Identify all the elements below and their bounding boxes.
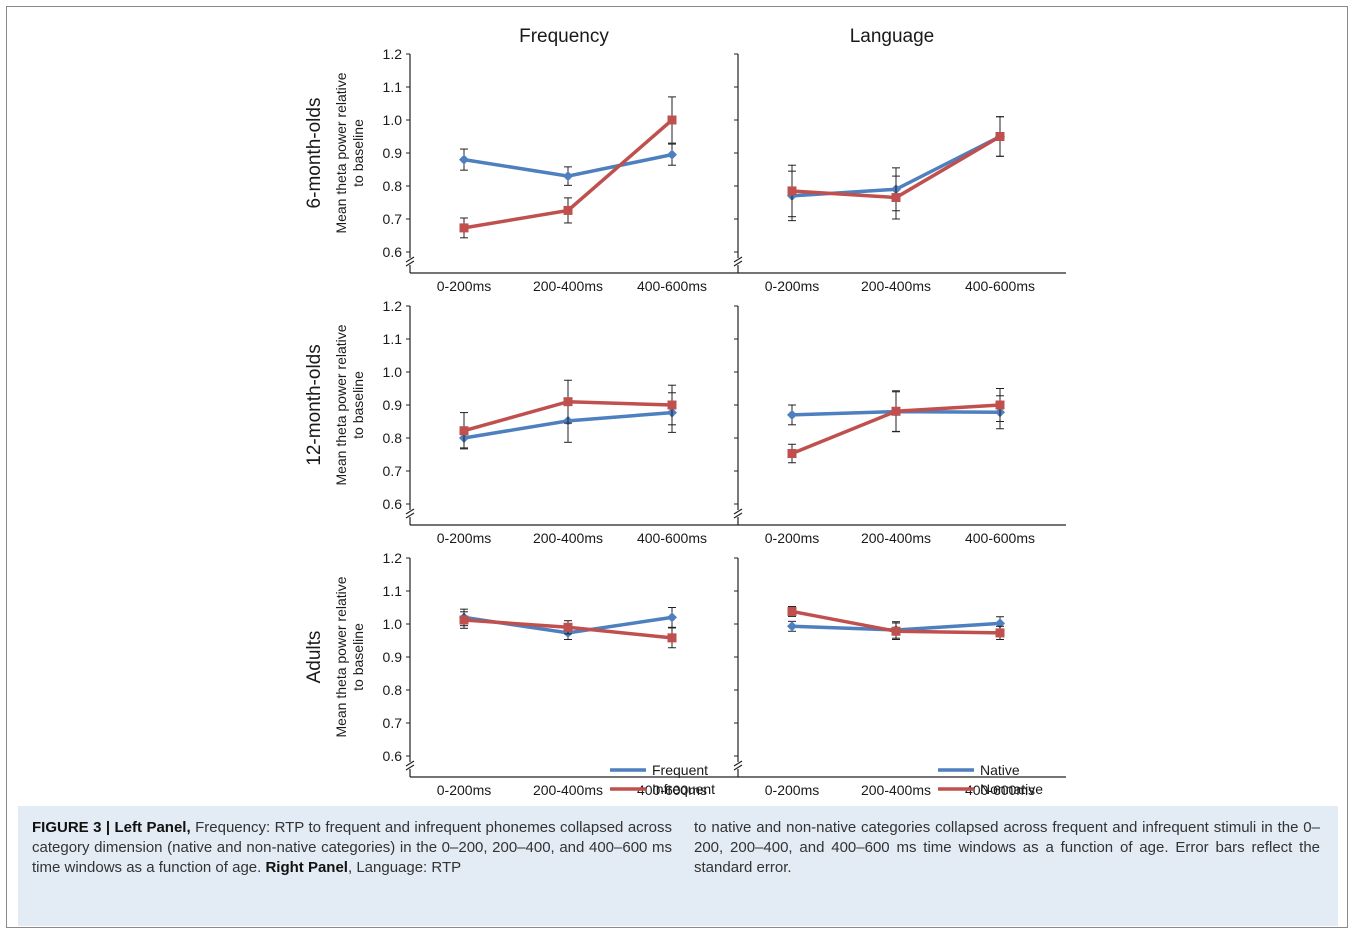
point-3-1-2 bbox=[995, 400, 1005, 410]
y-tick-label-2-1: 0.7 bbox=[383, 463, 403, 479]
point-4-1-1 bbox=[563, 622, 573, 632]
point-1-1-2 bbox=[995, 132, 1005, 141]
column-title-1: Language bbox=[850, 26, 935, 47]
x-tick-label-0-1: 200-400ms bbox=[533, 278, 603, 294]
x-tick-label-4-0: 0-200ms bbox=[437, 782, 491, 798]
y-tick-label-2-2: 0.8 bbox=[383, 430, 403, 446]
y-axis-title-0-line1: Mean theta power relative bbox=[333, 72, 349, 233]
x-tick-label-3-0: 0-200ms bbox=[765, 530, 819, 546]
row-label-0: 6-month-olds bbox=[304, 98, 325, 209]
point-0-0-2 bbox=[667, 149, 677, 160]
point-3-1-0 bbox=[787, 449, 797, 459]
point-4-0-2 bbox=[667, 612, 677, 623]
y-tick-label-0-2: 0.8 bbox=[383, 178, 403, 194]
y-axis-break-2 bbox=[405, 508, 415, 519]
x-tick-label-2-1: 200-400ms bbox=[533, 530, 603, 546]
y-axis-break-3 bbox=[733, 508, 743, 519]
point-0-1-0 bbox=[459, 223, 469, 233]
y-tick-label-4-2: 0.8 bbox=[383, 682, 403, 698]
x-tick-label-5-1: 200-400ms bbox=[861, 782, 931, 798]
point-4-1-0 bbox=[459, 615, 469, 625]
x-tick-label-2-2: 400-600ms bbox=[637, 530, 707, 546]
point-0-1-2 bbox=[667, 115, 677, 125]
point-2-1-0 bbox=[459, 426, 469, 436]
x-tick-label-1-0: 0-200ms bbox=[765, 278, 819, 294]
y-axis-title-0-line2: to baseline bbox=[350, 119, 366, 187]
x-tick-label-4-2: 400-600ms bbox=[637, 782, 707, 798]
row-label-1: 12-month-olds bbox=[304, 344, 325, 465]
figure-frame bbox=[6, 6, 1348, 928]
x-tick-label-1-1: 200-400ms bbox=[861, 278, 931, 294]
y-tick-label-0-6: 1.2 bbox=[383, 46, 403, 62]
x-tick-label-3-2: 400-600ms bbox=[965, 530, 1035, 546]
y-tick-label-0-3: 0.9 bbox=[383, 145, 403, 161]
y-tick-label-4-0: 0.6 bbox=[383, 748, 403, 764]
y-axis-break-5 bbox=[733, 760, 743, 771]
y-tick-label-2-5: 1.1 bbox=[383, 331, 403, 347]
point-2-1-1 bbox=[563, 397, 573, 407]
y-tick-label-4-3: 0.9 bbox=[383, 649, 403, 665]
point-2-1-2 bbox=[667, 400, 677, 410]
x-tick-label-2-0: 0-200ms bbox=[437, 530, 491, 546]
point-5-1-0 bbox=[787, 606, 797, 616]
figure-chart-grid: Frequency Language 0.6 0.7 0.8 0.9 1.0 1.1 1.2 0-… bbox=[304, 26, 1066, 798]
y-tick-label-0-1: 0.7 bbox=[383, 211, 403, 227]
caption-right-column: to native and non-native categories coll… bbox=[694, 819, 1320, 876]
figure-caption: FIGURE 3 | Left Panel, Frequency: RTP to… bbox=[18, 806, 1338, 926]
x-tick-label-4-1: 200-400ms bbox=[533, 782, 603, 798]
x-tick-label-5-0: 0-200ms bbox=[765, 782, 819, 798]
y-tick-label-0-0: 0.6 bbox=[383, 244, 403, 260]
x-tick-label-0-2: 400-600ms bbox=[637, 278, 707, 294]
legend-label-1-0: Native bbox=[980, 762, 1020, 778]
row-label-2: Adults bbox=[304, 631, 325, 684]
y-tick-label-4-4: 1.0 bbox=[383, 616, 403, 632]
x-tick-label-5-2: 400-600ms bbox=[965, 782, 1035, 798]
point-5-1-1 bbox=[891, 626, 901, 636]
x-tick-label-3-1: 200-400ms bbox=[861, 530, 931, 546]
y-axis-title-2-line2: to baseline bbox=[350, 623, 366, 691]
y-axis-break-0 bbox=[405, 256, 415, 267]
y-tick-label-2-0: 0.6 bbox=[383, 496, 403, 512]
point-1-1-1 bbox=[891, 193, 901, 203]
y-axis-break-1 bbox=[733, 256, 743, 267]
y-tick-label-4-1: 0.7 bbox=[383, 715, 403, 731]
point-1-1-0 bbox=[787, 186, 797, 196]
y-tick-label-4-5: 1.1 bbox=[383, 583, 403, 599]
legend-label-0-1: Infrequent bbox=[652, 781, 715, 797]
point-5-1-2 bbox=[995, 628, 1005, 638]
y-axis-break-4 bbox=[405, 760, 415, 771]
caption-left-column: FIGURE 3 | Left Panel, Frequency: RTP to… bbox=[32, 819, 673, 876]
x-tick-label-0-0: 0-200ms bbox=[437, 278, 491, 294]
y-tick-label-0-4: 1.0 bbox=[383, 112, 403, 128]
point-4-1-2 bbox=[667, 633, 677, 643]
y-tick-label-4-6: 1.2 bbox=[383, 550, 403, 566]
point-0-0-0 bbox=[459, 154, 469, 165]
column-title-0: Frequency bbox=[519, 26, 609, 47]
point-0-1-1 bbox=[563, 205, 573, 215]
y-axis-title-1-line2: to baseline bbox=[350, 371, 366, 439]
point-3-1-1 bbox=[891, 406, 901, 416]
y-tick-label-2-6: 1.2 bbox=[383, 298, 403, 314]
y-axis-title-2-line1: Mean theta power relative bbox=[333, 576, 349, 737]
legend-label-1-1: Nonnative bbox=[980, 781, 1043, 797]
y-tick-label-0-5: 1.1 bbox=[383, 79, 403, 95]
x-tick-label-1-2: 400-600ms bbox=[965, 278, 1035, 294]
legend-label-0-0: Frequent bbox=[652, 762, 708, 778]
y-axis-title-1-line1: Mean theta power relative bbox=[333, 324, 349, 485]
y-tick-label-2-3: 0.9 bbox=[383, 397, 403, 413]
point-3-0-0 bbox=[787, 409, 797, 420]
point-5-0-0 bbox=[787, 621, 797, 632]
point-0-0-1 bbox=[563, 171, 573, 182]
y-tick-label-2-4: 1.0 bbox=[383, 364, 403, 380]
